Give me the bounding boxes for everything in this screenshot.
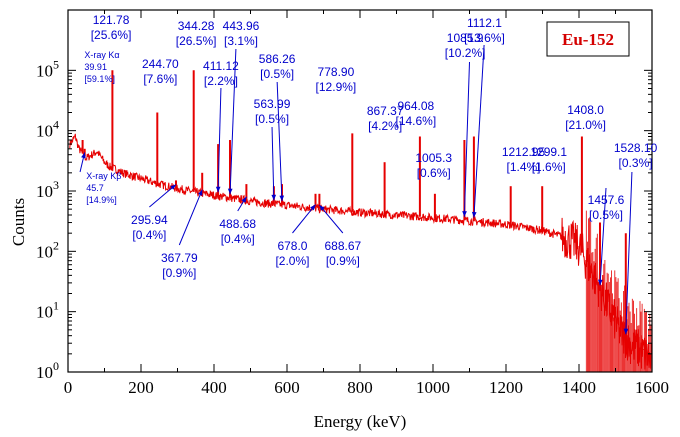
peak-annotation: 411.12 [2.2%]	[203, 59, 239, 193]
peak-label: 1005.3 [0.6%]	[415, 151, 452, 180]
leader-line	[276, 81, 283, 202]
peak-annotation: X-ray Kβ 45.7 [14.9%]	[79, 152, 121, 205]
peak-annotation: 488.68 [0.4%]	[219, 196, 256, 246]
peak-label: X-ray Kα 39.91 [59.1%]	[84, 50, 119, 84]
peak-label: 688.67 [0.9%]	[324, 239, 361, 268]
peak-label: 678.0 [2.0%]	[275, 239, 309, 268]
legend-box: Eu-152	[546, 21, 630, 57]
peak-annotation: X-ray Kα 39.91 [59.1%]	[84, 50, 119, 84]
y-tick-label: 100	[36, 359, 59, 382]
peak-label: 443.96 [3.1%]	[223, 19, 260, 48]
peak-label: 1212.95 [1.4%]	[502, 145, 546, 174]
peak-label: 1112.1 [13.6%]	[464, 16, 505, 45]
peak-label: 121.78 [25.6%]	[91, 13, 132, 42]
peak-annotation: 1005.3 [0.6%]	[415, 151, 452, 180]
peak-label: 1528.10 [0.3%]	[614, 141, 658, 170]
y-tick-label: 102	[36, 238, 59, 261]
x-tick-label: 800	[347, 378, 373, 397]
leader-arrowhead	[462, 211, 467, 217]
peak-label: 411.12 [2.2%]	[203, 59, 239, 88]
legend-frame	[546, 21, 630, 57]
x-tick-label: 1200	[489, 378, 523, 397]
peak-annotation: 678.0 [2.0%]	[275, 204, 316, 268]
peak-annotation: 778.90 [12.9%]	[316, 65, 357, 94]
peak-annotation: 1299.1 [1.6%]	[530, 145, 567, 174]
leader-line	[229, 48, 237, 195]
leader-arrowhead	[623, 328, 629, 335]
leader-line	[463, 61, 470, 217]
peak-label: 867.37 [4.2%]	[367, 104, 404, 133]
leader-arrowhead	[471, 211, 477, 218]
peak-label: 1299.1 [1.6%]	[530, 145, 567, 174]
y-tick-label: 105	[36, 57, 59, 80]
peak-annotation: 443.96 [3.1%]	[223, 19, 260, 195]
peak-annotation: 1085.9 [10.2%]	[445, 31, 486, 217]
leader-line	[599, 187, 607, 286]
leader-arrowhead	[310, 204, 316, 211]
y-tick-label: 104	[36, 118, 59, 141]
leader-line	[318, 204, 344, 234]
peak-label: 344.28 [26.5%]	[176, 19, 217, 48]
peak-annotation: 121.78 [25.6%]	[91, 13, 132, 42]
peak-label: 488.68 [0.4%]	[219, 217, 256, 246]
y-axis-label: Counts	[9, 198, 28, 246]
leader-line	[625, 171, 633, 335]
x-tick-label: 1400	[562, 378, 596, 397]
y-tick-label: 103	[36, 178, 59, 201]
peak-label: 586.26 [0.5%]	[259, 52, 296, 81]
peak-label: 1457.6 [0.5%]	[588, 193, 625, 222]
leader-line	[149, 184, 177, 208]
leader-line	[217, 87, 222, 193]
leader-arrowhead	[279, 195, 285, 202]
peak-label: 964.08 [14.6%]	[395, 99, 436, 128]
leader-line	[178, 189, 203, 246]
leader-arrowhead	[241, 196, 247, 203]
peak-annotation: 295.94 [0.4%]	[131, 184, 177, 242]
peak-label: 563.99 [0.5%]	[254, 97, 291, 126]
peak-label: 1408.0 [21.0%]	[565, 103, 606, 132]
x-tick-label: 600	[274, 378, 300, 397]
peak-label: 1085.9 [10.2%]	[445, 31, 486, 60]
y-tick-label: 101	[36, 299, 59, 322]
peak-label: 778.90 [12.9%]	[316, 65, 357, 94]
peak-annotation: 1457.6 [0.5%]	[588, 187, 625, 286]
peak-annotation: 344.28 [26.5%]	[176, 19, 217, 48]
peak-annotation: 964.08 [14.6%]	[395, 99, 436, 128]
peak-label: 244.70 [7.6%]	[142, 57, 179, 86]
x-axis-label: Energy (keV)	[314, 412, 407, 431]
peak-annotation: 586.26 [0.5%]	[259, 52, 296, 202]
leader-line	[271, 126, 275, 201]
leader-line	[292, 204, 316, 234]
peak-annotations: 121.78 [25.6%] 244.70 [7.6%] 344.28 [26.5%] 41…	[79, 13, 658, 335]
peak-annotation: 1212.95 [1.4%]	[502, 145, 546, 174]
x-tick-label: 400	[201, 378, 227, 397]
leader-arrowhead	[215, 186, 221, 193]
chart-title: Eu-152	[562, 30, 614, 49]
leader-arrowhead	[271, 194, 277, 201]
peak-label: 295.94 [0.4%]	[131, 213, 168, 242]
x-tick-label: 1000	[416, 378, 450, 397]
leader-arrowhead	[170, 184, 176, 190]
peak-annotation: 367.79 [0.9%]	[161, 189, 203, 280]
peak-annotation: 1112.1 [13.6%]	[464, 16, 505, 218]
x-tick-label: 1600	[635, 378, 669, 397]
peak-annotation: 1528.10 [0.3%]	[614, 141, 658, 335]
peak-annotation: 563.99 [0.5%]	[254, 97, 291, 201]
leader-line	[473, 44, 485, 218]
peak-label: X-ray Kβ 45.7 [14.9%]	[86, 171, 121, 205]
leader-arrowhead	[198, 189, 203, 196]
peak-annotation: 688.67 [0.9%]	[318, 204, 362, 268]
x-tick-label: 0	[64, 378, 73, 397]
x-tick-label: 200	[128, 378, 154, 397]
leader-arrowhead	[81, 152, 86, 159]
leader-arrowhead	[227, 188, 233, 195]
peak-annotation: 1408.0 [21.0%]	[565, 103, 606, 132]
peak-label: 367.79 [0.9%]	[161, 251, 198, 280]
peak-annotation: 244.70 [7.6%]	[142, 57, 179, 86]
spectrum-continuum	[69, 133, 652, 370]
peak-annotation: 867.37 [4.2%]	[367, 104, 404, 133]
leader-arrowhead	[598, 279, 603, 286]
leader-arrowhead	[319, 205, 325, 211]
